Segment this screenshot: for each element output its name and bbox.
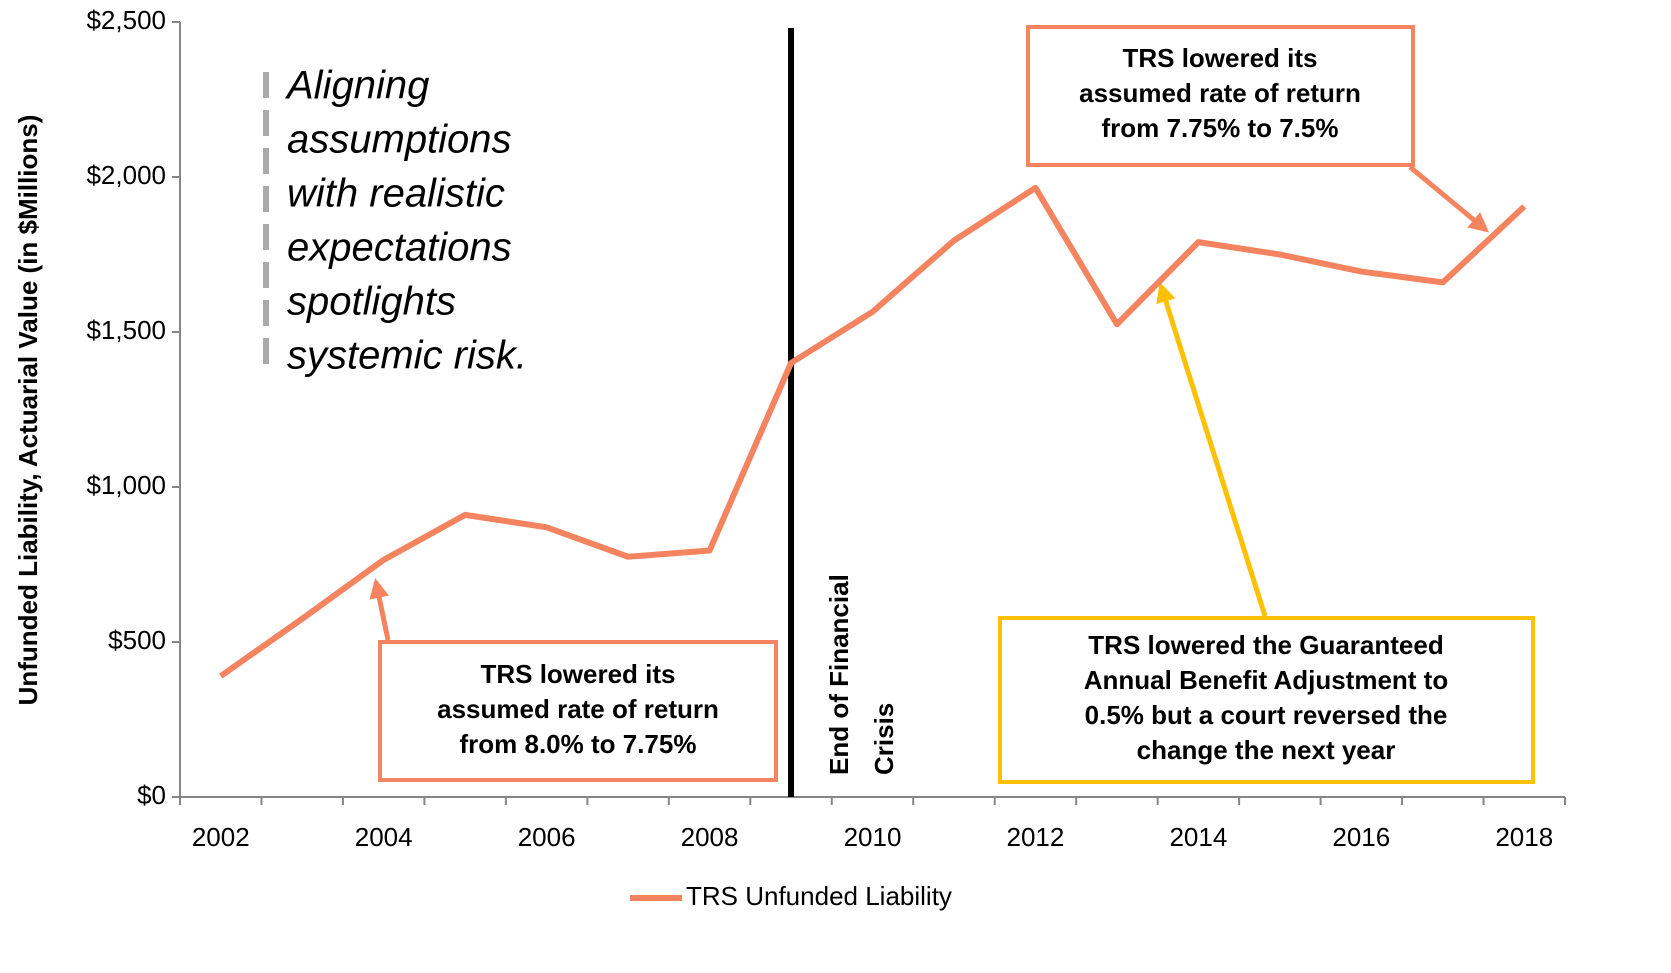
x-tick-label: 2018: [1495, 822, 1553, 852]
annotation-box: [1026, 25, 1415, 167]
x-tick-label: 2002: [192, 822, 250, 852]
x-tick-label: 2004: [355, 822, 413, 852]
quote-line: spotlights: [287, 280, 456, 324]
event-label: Crisis: [869, 703, 899, 775]
x-tick-label: 2016: [1332, 822, 1390, 852]
annotation-text: 0.5% but a court reversed the: [1085, 700, 1448, 730]
annotation-text: Annual Benefit Adjustment to: [1084, 665, 1448, 695]
x-tick-label: 2008: [681, 822, 739, 852]
quote-line: Aligning: [285, 64, 429, 108]
y-axis-title: Unfunded Liability, Actuarial Value (in …: [13, 115, 43, 706]
y-tick-label: $1,000: [86, 470, 166, 500]
annotation-text: assumed rate of return: [1079, 78, 1361, 108]
annotation-arrow: [1156, 282, 1268, 617]
annotation-text: TRS lowered its: [1122, 43, 1317, 73]
y-tick-label: $500: [108, 625, 166, 655]
quote-line: systemic risk.: [287, 334, 527, 378]
event-label: End of Financial: [824, 574, 854, 775]
annotation-arrow: [1408, 165, 1490, 233]
x-tick-label: 2012: [1007, 822, 1065, 852]
annotation-text: from 7.75% to 7.5%: [1102, 113, 1339, 143]
annotation-arrow: [369, 578, 391, 641]
x-tick-label: 2014: [1169, 822, 1227, 852]
y-tick-label: $2,000: [86, 160, 166, 190]
annotation-box: [998, 616, 1535, 784]
annotation-box: [378, 640, 778, 782]
annotation-text: assumed rate of return: [437, 694, 719, 724]
quote-line: with realistic: [287, 172, 505, 216]
x-tick-label: 2006: [518, 822, 576, 852]
annotation-text: TRS lowered its: [480, 659, 675, 689]
annotation-text: from 8.0% to 7.75%: [460, 729, 697, 759]
quote-line: assumptions: [287, 118, 512, 162]
legend-label: TRS Unfunded Liability: [686, 881, 952, 911]
quote-line: expectations: [287, 226, 512, 270]
annotation-text: change the next year: [1137, 735, 1396, 765]
x-tick-label: 2010: [844, 822, 902, 852]
y-tick-label: $1,500: [86, 315, 166, 345]
y-tick-label: $2,500: [86, 5, 166, 35]
data-line: [219, 184, 1527, 679]
y-tick-label: $0: [137, 780, 166, 810]
annotation-text: TRS lowered the Guaranteed: [1088, 630, 1443, 660]
